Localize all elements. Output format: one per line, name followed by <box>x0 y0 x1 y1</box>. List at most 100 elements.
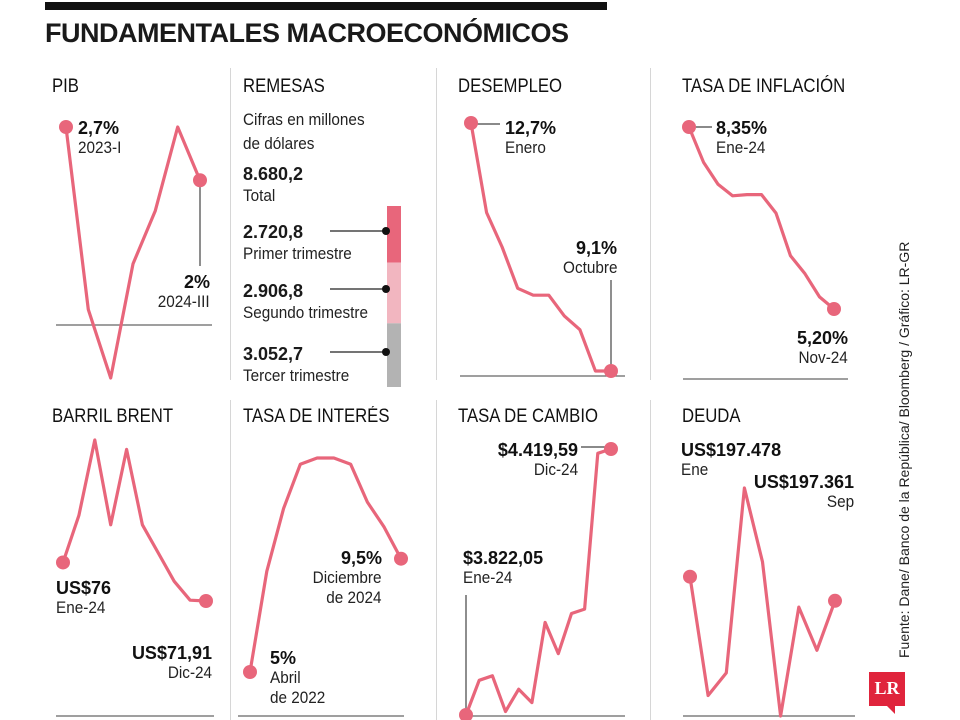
remesas-bar <box>330 206 401 387</box>
pib-end-value: 2% <box>183 272 210 292</box>
interes-end-year: de 2024 <box>326 588 382 607</box>
tasa-de-inflaci-n-end-point <box>827 302 841 316</box>
panel-title-interes: TASA DE INTERÉS <box>243 406 390 427</box>
remesas-q1-value: 2.720,8 <box>243 222 304 242</box>
pib-end-label: 2% 2024-III <box>152 272 210 312</box>
brent-end-date: Dic-24 <box>167 663 212 682</box>
lr-logo: LR <box>869 672 905 706</box>
remesas-q3-label: Tercer trimestre <box>243 366 350 385</box>
deuda-end-label: US$197.361 Sep <box>754 472 854 512</box>
brent-end-value: US$71,91 <box>131 643 212 663</box>
deuda-end-point <box>828 593 842 608</box>
desempleo-start-value: 12,7% <box>505 118 557 138</box>
panel-title-desempleo: DESEMPLEO <box>458 76 563 97</box>
lr-logo-tail <box>885 704 895 714</box>
remesas-total-value: 8.680,2 <box>243 164 304 184</box>
inflacion-end-date: Nov-24 <box>798 348 848 367</box>
column-divider <box>436 400 437 720</box>
interes-start-date: Abril <box>270 668 301 687</box>
remesas-total-label: Total <box>243 186 276 205</box>
infographic-title: FUNDAMENTALES MACROECONÓMICOS <box>45 18 569 48</box>
panel-title-inflacion: TASA DE INFLACIÓN <box>682 76 846 97</box>
deuda-start-label: US$197.478 Ene <box>681 440 781 480</box>
tasa-de-inter-s-end-point <box>394 551 408 566</box>
cambio-end-value: $4.419,59 <box>497 440 578 460</box>
deuda-start-point <box>683 569 697 584</box>
pib-start-value: 2,7% <box>78 118 120 138</box>
interes-start-label: 5% Abril de 2022 <box>270 648 331 708</box>
column-divider <box>230 400 231 720</box>
tasa-de-cambio-line <box>464 447 612 716</box>
remesas-item-q3: 3.052,7 Tercer trimestre <box>243 344 361 386</box>
deuda-end-date: Sep <box>826 492 854 511</box>
remesas-subtitle-line-2: de dólares <box>243 134 315 153</box>
series-lines <box>56 116 842 720</box>
remesas-q2-label: Segundo trimestre <box>243 303 369 322</box>
deuda-start-value: US$197.478 <box>681 440 782 460</box>
remesas-segment-2 <box>387 262 401 324</box>
tasa-de-inter-s-start-point <box>243 665 257 679</box>
source-credit: Fuente: Dane/ Banco de la República/ Blo… <box>896 241 912 658</box>
cambio-end-label: $4.419,59 Dic-24 <box>498 440 578 480</box>
cambio-start-date: Ene-24 <box>463 568 513 587</box>
brent-start-date: Ene-24 <box>56 598 106 617</box>
inflacion-end-value: 5,20% <box>796 328 848 348</box>
barril-brent-start-point <box>56 555 70 570</box>
interes-start-year: de 2022 <box>270 688 326 707</box>
desempleo-start-label: 12,7% Enero <box>505 118 556 158</box>
desempleo-end-date: Octubre <box>562 258 617 277</box>
interes-end-date: Diciembre <box>313 568 382 587</box>
remesas-leader-dot-1 <box>382 227 390 235</box>
remesas-leader-dot-3 <box>382 348 390 356</box>
leader-lines <box>199 123 712 712</box>
panel-title-brent: BARRIL BRENT <box>52 406 174 427</box>
desempleo-end-label: 9,1% Octubre <box>557 238 617 278</box>
interes-end-value: 9,5% <box>340 548 382 568</box>
tasa-de-cambio-end-point <box>604 442 618 456</box>
pib-start-point <box>59 120 73 134</box>
tasa-de-inflaci-n-start-point <box>682 120 696 134</box>
panel-title-cambio: TASA DE CAMBIO <box>458 406 598 427</box>
remesas-subtitle: Cifras en millones de dólares <box>243 108 365 156</box>
deuda-start-date: Ene <box>681 460 709 479</box>
panel-title-remesas: REMESAS <box>243 76 325 97</box>
brent-end-label: US$71,91 Dic-24 <box>132 643 212 683</box>
baselines <box>56 324 855 717</box>
interes-end-label: 9,5% Diciembre de 2024 <box>305 548 382 608</box>
title-rule <box>45 2 607 10</box>
desempleo-start-date: Enero <box>505 138 546 157</box>
remesas-q1-label: Primer trimestre <box>243 244 352 263</box>
deuda-line <box>688 486 837 718</box>
pib-end-date: 2024-III <box>158 292 210 311</box>
remesas-total: 8.680,2 Total <box>243 164 303 206</box>
inflacion-start-date: Ene-24 <box>716 138 766 157</box>
barril-brent-end-point <box>199 594 213 608</box>
panel-title-deuda: DEUDA <box>682 406 741 427</box>
column-divider <box>650 400 651 720</box>
desempleo-start-point <box>464 116 478 130</box>
column-divider <box>230 68 231 380</box>
cambio-end-date: Dic-24 <box>533 460 578 479</box>
desempleo-end-value: 9,1% <box>575 238 617 258</box>
deuda-end-value: US$197.361 <box>753 472 854 492</box>
remesas-q3-value: 3.052,7 <box>243 344 304 364</box>
pib-start-date: 2023-I <box>78 138 122 157</box>
pib-start-label: 2,7% 2023-I <box>78 118 126 158</box>
remesas-item-q2: 2.906,8 Segundo trimestre <box>243 281 382 323</box>
inflacion-end-label: 5,20% Nov-24 <box>793 328 848 368</box>
inflacion-start-value: 8,35% <box>716 118 768 138</box>
column-divider <box>650 68 651 380</box>
barril-brent-line <box>61 438 207 603</box>
remesas-q2-value: 2.906,8 <box>243 281 304 301</box>
desempleo-end-point <box>604 364 618 378</box>
brent-start-value: US$76 <box>56 578 112 598</box>
remesas-segment-1 <box>387 206 401 263</box>
panel-title-pib: PIB <box>52 76 79 97</box>
remesas-leader-dot-2 <box>382 285 390 293</box>
tasa-de-inflaci-n-line <box>687 126 836 311</box>
pib-line <box>64 125 202 380</box>
desempleo-line <box>469 122 611 373</box>
brent-start-label: US$76 Ene-24 <box>56 578 111 618</box>
cambio-start-value: $3.822,05 <box>463 548 544 568</box>
